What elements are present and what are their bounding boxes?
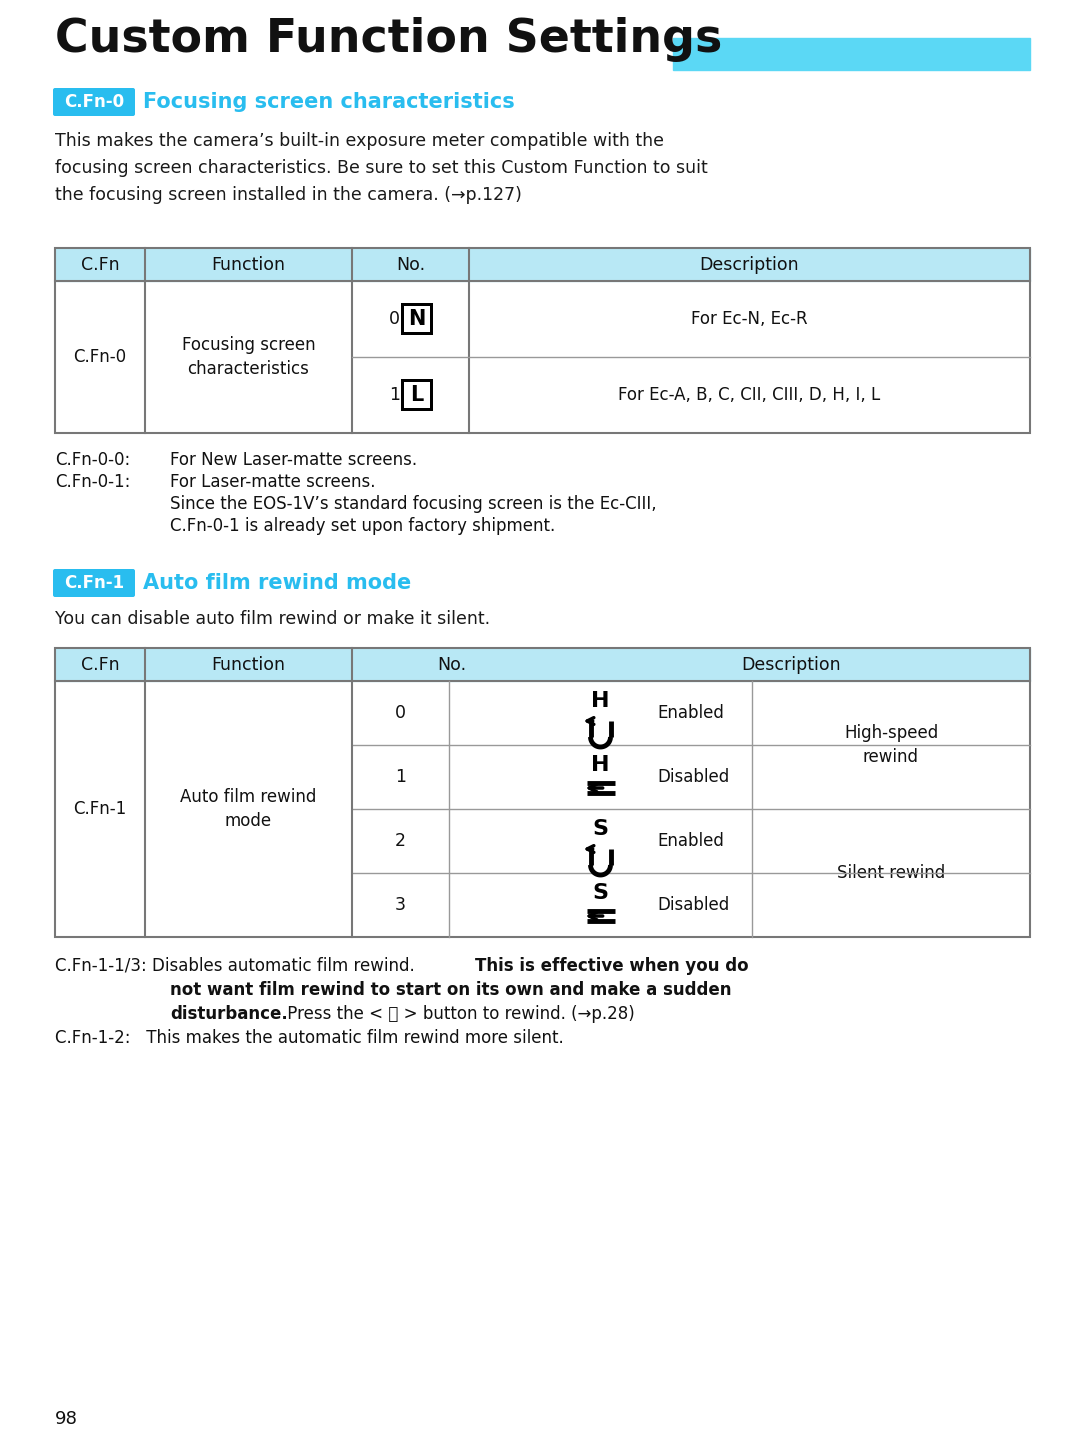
Text: S: S bbox=[593, 883, 608, 903]
Text: For Ec-N, Ec-R: For Ec-N, Ec-R bbox=[691, 310, 808, 328]
Text: 1: 1 bbox=[395, 768, 406, 786]
Text: For New Laser-matte screens.: For New Laser-matte screens. bbox=[170, 451, 417, 469]
Text: Disabled: Disabled bbox=[657, 896, 729, 914]
Bar bbox=[55, 648, 1030, 937]
Text: C.Fn-0-0:: C.Fn-0-0: bbox=[55, 451, 131, 469]
Text: Disabled: Disabled bbox=[657, 768, 729, 786]
Text: C.Fn-1-2:   This makes the automatic film rewind more silent.: C.Fn-1-2: This makes the automatic film … bbox=[55, 1030, 564, 1047]
Text: C.Fn-1: C.Fn-1 bbox=[64, 575, 124, 592]
Text: 3: 3 bbox=[395, 896, 406, 914]
Text: This is effective when you do: This is effective when you do bbox=[475, 958, 748, 975]
Bar bbox=[55, 648, 1030, 681]
Text: disturbance.: disturbance. bbox=[170, 1005, 287, 1022]
Text: H: H bbox=[591, 691, 610, 711]
Text: This makes the camera’s built-in exposure meter compatible with the
focusing scr: This makes the camera’s built-in exposur… bbox=[55, 132, 707, 204]
Text: C.Fn-0: C.Fn-0 bbox=[73, 348, 126, 366]
Text: No.: No. bbox=[396, 255, 426, 274]
Text: C.Fn: C.Fn bbox=[81, 255, 119, 274]
Text: For Laser-matte screens.: For Laser-matte screens. bbox=[170, 472, 376, 491]
Text: No.: No. bbox=[437, 655, 467, 674]
Text: C.Fn-1: C.Fn-1 bbox=[73, 801, 126, 818]
Text: Description: Description bbox=[741, 655, 841, 674]
Text: 1: 1 bbox=[389, 386, 400, 405]
Text: C.Fn-0: C.Fn-0 bbox=[64, 94, 124, 111]
FancyBboxPatch shape bbox=[53, 569, 135, 598]
Bar bbox=[673, 37, 1030, 71]
Text: Silent rewind: Silent rewind bbox=[837, 864, 945, 881]
Text: H: H bbox=[591, 755, 610, 775]
Text: 2: 2 bbox=[395, 832, 406, 850]
Bar bbox=[55, 248, 1030, 433]
Text: 98: 98 bbox=[55, 1410, 78, 1428]
Bar bbox=[55, 248, 1030, 281]
Text: N: N bbox=[408, 310, 426, 328]
Bar bbox=[404, 382, 430, 408]
Text: Function: Function bbox=[212, 255, 285, 274]
Text: Enabled: Enabled bbox=[657, 704, 724, 721]
Text: Description: Description bbox=[700, 255, 799, 274]
Bar bbox=[404, 307, 430, 333]
Text: L: L bbox=[410, 384, 423, 405]
Text: 0: 0 bbox=[389, 310, 400, 328]
Text: C.Fn: C.Fn bbox=[81, 655, 119, 674]
Text: C.Fn-0-1:: C.Fn-0-1: bbox=[55, 472, 131, 491]
Text: Since the EOS-1V’s standard focusing screen is the Ec-CIII,: Since the EOS-1V’s standard focusing scr… bbox=[170, 495, 657, 513]
Text: Focusing screen characteristics: Focusing screen characteristics bbox=[143, 92, 515, 112]
Text: C.Fn-0-1 is already set upon factory shipment.: C.Fn-0-1 is already set upon factory shi… bbox=[170, 517, 555, 536]
Text: High-speed
rewind: High-speed rewind bbox=[843, 723, 939, 766]
Text: Enabled: Enabled bbox=[657, 832, 724, 850]
Text: You can disable auto film rewind or make it silent.: You can disable auto film rewind or make… bbox=[55, 611, 490, 628]
Text: Auto film rewind mode: Auto film rewind mode bbox=[143, 573, 411, 593]
Text: Auto film rewind
mode: Auto film rewind mode bbox=[180, 788, 316, 831]
FancyBboxPatch shape bbox=[53, 88, 135, 117]
Text: For Ec-A, B, C, CII, CIII, D, H, I, L: For Ec-A, B, C, CII, CIII, D, H, I, L bbox=[619, 386, 880, 405]
Bar bbox=[401, 302, 432, 336]
Text: C.Fn-1-1/3: Disables automatic film rewind.: C.Fn-1-1/3: Disables automatic film rewi… bbox=[55, 958, 420, 975]
Text: 0: 0 bbox=[395, 704, 406, 721]
Bar bbox=[401, 379, 432, 410]
Text: Custom Function Settings: Custom Function Settings bbox=[55, 17, 723, 62]
Text: not want film rewind to start on its own and make a sudden: not want film rewind to start on its own… bbox=[170, 981, 731, 999]
Text: Focusing screen
characteristics: Focusing screen characteristics bbox=[181, 336, 315, 379]
Text: Function: Function bbox=[212, 655, 285, 674]
Text: S: S bbox=[593, 819, 608, 840]
Text: Press the < Ⓡ > button to rewind. (→p.28): Press the < Ⓡ > button to rewind. (→p.28… bbox=[282, 1005, 635, 1022]
